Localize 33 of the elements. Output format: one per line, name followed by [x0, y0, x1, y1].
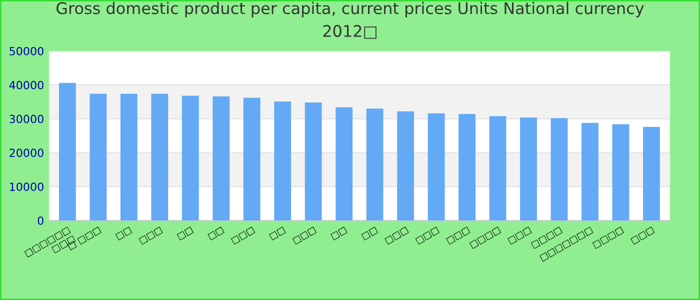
x-tick-label: □□ [115, 226, 132, 240]
bar [612, 124, 630, 220]
bar [582, 122, 598, 220]
bar [304, 102, 322, 220]
bar [397, 111, 414, 220]
bar [458, 114, 476, 220]
y-tick-label: 10000 [10, 182, 44, 191]
bar [212, 96, 230, 220]
y-tick-label: 0 [38, 216, 44, 225]
bar [243, 98, 260, 220]
bar [274, 102, 292, 220]
bar [58, 82, 76, 220]
y-tick-label: 30000 [10, 114, 44, 124]
y-tick-label: 20000 [10, 148, 44, 158]
x-tick-label: □□ [330, 226, 348, 240]
bar [366, 108, 384, 220]
bar [643, 126, 660, 220]
y-tick-label: 40000 [9, 80, 44, 90]
x-tick-label: □□ [208, 226, 224, 240]
bar [550, 118, 568, 220]
x-tick-label: □□ [361, 226, 378, 240]
x-tick-label: □□ [269, 226, 286, 240]
x-tick-label: □□ [176, 226, 194, 240]
bar [336, 107, 353, 220]
bar [90, 94, 107, 220]
bar [428, 113, 445, 220]
y-tick-label: 50000 [10, 46, 44, 56]
chart-title: Gross domestic product per capita, current prices Units National currency 2012□ [56, 2, 644, 39]
bar [520, 117, 537, 220]
bar [182, 96, 199, 220]
bar [120, 94, 138, 220]
bar [489, 116, 506, 220]
bar [151, 94, 168, 220]
